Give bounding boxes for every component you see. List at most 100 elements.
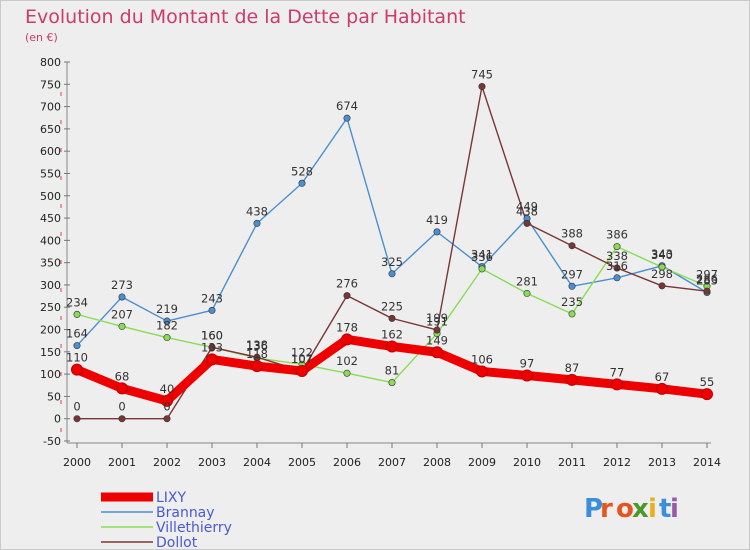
data-point — [701, 388, 713, 401]
x-tick-label: 2008 — [423, 456, 451, 469]
data-point — [388, 270, 396, 278]
data-label: 283 — [696, 274, 718, 288]
y-tick-label: 500 — [40, 190, 61, 203]
data-label: 235 — [561, 295, 583, 309]
proxiti-logo: Pr ox i ti — [584, 494, 679, 524]
data-point — [388, 314, 396, 322]
data-label: 191 — [426, 315, 448, 329]
data-point — [343, 292, 351, 300]
y-tick-label: 350 — [40, 257, 61, 270]
data-point — [208, 343, 216, 351]
data-label: 182 — [156, 319, 178, 333]
data-point — [523, 289, 531, 297]
y-tick-label: 100 — [40, 368, 61, 381]
y-tick-label: 300 — [40, 279, 61, 292]
chart-subtitle: (en €) — [25, 31, 58, 44]
data-point — [296, 364, 308, 377]
data-label: 419 — [426, 213, 448, 227]
data-point — [613, 274, 621, 282]
brand-letter: r — [600, 494, 613, 524]
y-tick-label: 250 — [40, 301, 61, 314]
brand-letter: P — [584, 494, 603, 524]
x-tick-label: 2014 — [693, 456, 721, 469]
data-point — [566, 373, 578, 386]
data-label: 343 — [651, 247, 673, 261]
y-tick-label: 650 — [40, 123, 61, 136]
data-label: 298 — [651, 267, 673, 281]
data-label: 0 — [118, 400, 125, 414]
data-label: 438 — [516, 204, 538, 218]
data-label: 107 — [291, 352, 313, 366]
data-label: 107 — [291, 352, 313, 366]
data-point — [568, 242, 576, 250]
chart-title: Evolution du Montant de la Dette par Hab… — [25, 6, 466, 28]
data-point — [251, 360, 263, 373]
data-label: 118 — [246, 347, 268, 361]
y-tick-label: 600 — [40, 145, 61, 158]
data-point — [568, 282, 576, 290]
x-tick-label: 2002 — [153, 456, 181, 469]
data-label: 273 — [111, 278, 133, 292]
x-tick-label: 2000 — [63, 456, 91, 469]
data-label: 87 — [565, 361, 580, 375]
data-label: 338 — [606, 249, 628, 263]
data-point — [118, 293, 126, 301]
data-point — [613, 264, 621, 272]
data-label: 178 — [336, 320, 358, 334]
data-point — [431, 346, 443, 359]
y-tick-label: 150 — [40, 346, 61, 359]
data-label: 674 — [336, 99, 358, 113]
data-label: 136 — [246, 339, 268, 353]
data-label: 102 — [336, 354, 358, 368]
data-label: 199 — [426, 311, 448, 325]
data-label: 745 — [471, 68, 493, 82]
x-tick-label: 2006 — [333, 456, 361, 469]
data-label: 297 — [696, 267, 718, 281]
data-label: 138 — [246, 338, 268, 352]
y-tick-label: 50 — [47, 390, 61, 403]
data-point — [523, 219, 531, 227]
data-point — [476, 365, 488, 378]
data-label: 160 — [201, 328, 223, 342]
data-label: 0 — [163, 400, 170, 414]
data-label: 77 — [610, 365, 625, 379]
data-label: 297 — [561, 267, 583, 281]
y-tick-label: -50 — [43, 435, 61, 448]
brand-letter: o — [616, 494, 634, 524]
data-label: 40 — [160, 382, 175, 396]
data-label: 438 — [246, 204, 268, 218]
data-label: 286 — [696, 272, 718, 286]
y-tick-label: 750 — [40, 78, 61, 91]
data-point — [118, 415, 126, 423]
data-label: 316 — [606, 259, 628, 273]
data-point — [73, 415, 81, 423]
data-point — [386, 340, 398, 353]
data-label: 449 — [516, 200, 538, 214]
data-point — [656, 382, 668, 395]
y-tick-label: 800 — [40, 56, 61, 69]
brand-letter: t — [659, 494, 671, 524]
data-label: 133 — [201, 340, 223, 354]
data-label: 388 — [561, 227, 583, 241]
data-label: 106 — [471, 352, 493, 366]
legend-label-brannay: Brannay — [156, 505, 215, 521]
data-label: 336 — [471, 250, 493, 264]
x-tick-label: 2001 — [108, 456, 136, 469]
data-label: 68 — [115, 369, 130, 383]
data-label: 340 — [651, 248, 673, 262]
data-label: 207 — [111, 307, 133, 321]
data-point — [433, 228, 441, 236]
data-point — [208, 306, 216, 314]
y-tick-label: 450 — [40, 212, 61, 225]
data-point — [206, 353, 218, 366]
data-label: 162 — [381, 327, 403, 341]
data-label: 67 — [655, 370, 670, 384]
data-label: 81 — [385, 364, 400, 378]
data-label: 386 — [606, 228, 628, 242]
data-point — [388, 379, 396, 387]
data-label: 234 — [66, 295, 88, 309]
data-point — [433, 326, 441, 334]
